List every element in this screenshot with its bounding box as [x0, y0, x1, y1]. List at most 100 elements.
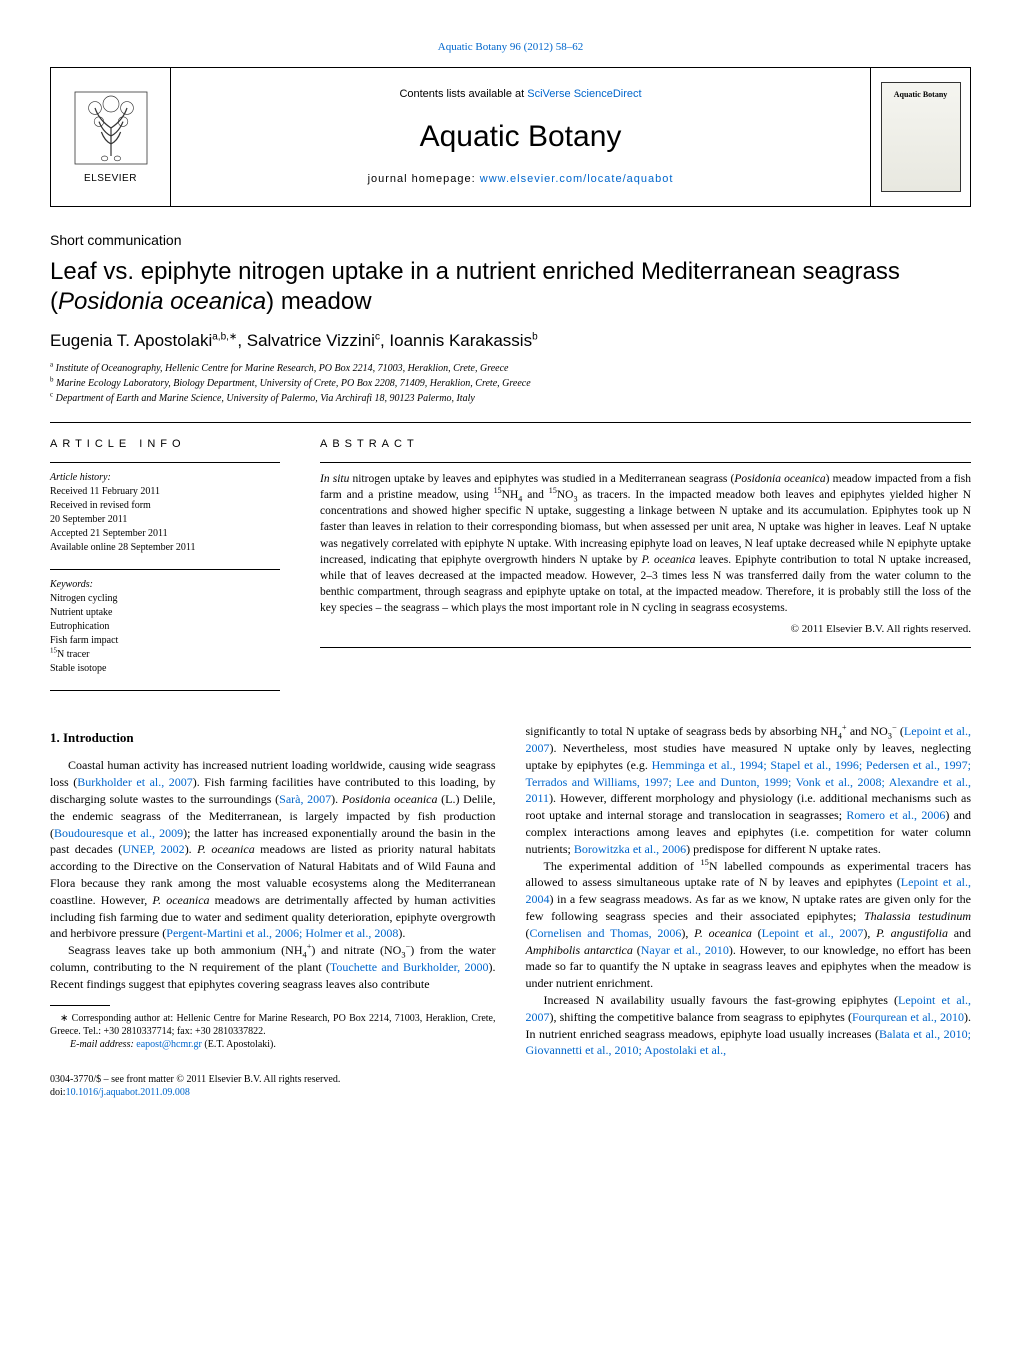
front-matter-line: 0304-3770/$ – see front matter © 2011 El…: [50, 1073, 971, 1086]
p3g: ),: [863, 926, 876, 940]
article-type: Short communication: [50, 231, 971, 251]
journal-name: Aquatic Botany: [171, 116, 870, 158]
bottom-meta: 0304-3770/$ – see front matter © 2011 El…: [50, 1073, 971, 1099]
p2sub1: 4: [303, 951, 307, 960]
journal-cover-container: Aquatic Botany: [870, 68, 970, 206]
doi-line: doi:10.1016/j.aquabot.2011.09.008: [50, 1086, 971, 1099]
p1-sp2: P. oceanica: [197, 842, 255, 856]
abs-t3: NH: [502, 489, 519, 501]
elsevier-tree-icon: [71, 88, 151, 168]
history-revised-2: 20 September 2011: [50, 513, 280, 527]
contents-line: Contents lists available at SciVerse Sci…: [171, 87, 870, 102]
abstract-column: abstract In situ nitrogen uptake by leav…: [320, 437, 971, 699]
ref-lepoint07b[interactable]: Lepoint et al., 2007: [762, 926, 864, 940]
cover-title: Aquatic Botany: [894, 89, 948, 100]
author-3-sup: b: [532, 331, 538, 342]
affiliation-c: c Department of Earth and Marine Science…: [50, 391, 971, 406]
keyword-6: Stable isotope: [50, 662, 280, 676]
author-1: Eugenia T. Apostolaki: [50, 331, 212, 350]
p3sp3: P. angustifolia: [876, 926, 948, 940]
p3e: ),: [681, 926, 694, 940]
affiliation-b: b Marine Ecology Laboratory, Biology Dep…: [50, 376, 971, 391]
aff-c-text: Department of Earth and Marine Science, …: [53, 393, 475, 404]
footnote-separator: [50, 1005, 110, 1006]
p2sub3: 4: [838, 732, 842, 741]
p2e: significantly to total N uptake of seagr…: [526, 724, 838, 738]
author-1-sup: a,b,∗: [212, 331, 237, 342]
history-online: Available online 28 September 2011: [50, 541, 280, 555]
abs-sup2: 15: [549, 486, 557, 495]
ref-nayar[interactable]: Nayar et al., 2010: [641, 943, 729, 957]
info-divider: [50, 462, 280, 463]
p3i: (: [633, 943, 641, 957]
ref-borowitzka[interactable]: Borowitzka et al., 2006: [574, 842, 686, 856]
p3sp2: P. oceanica: [694, 926, 752, 940]
abs-species1: Posidonia oceanica: [734, 473, 825, 485]
info-bottom-divider: [50, 690, 280, 691]
p2f: and NO: [847, 724, 888, 738]
abstract-copyright: © 2011 Elsevier B.V. All rights reserved…: [320, 622, 971, 637]
p2a: Seagrass leaves take up both ammonium (N…: [68, 943, 303, 957]
kw5-sup: 15: [50, 647, 57, 655]
kw5-text: N tracer: [57, 649, 89, 660]
keywords-block: Keywords: Nitrogen cycling Nutrient upta…: [50, 578, 280, 676]
ref-unep[interactable]: UNEP, 2002: [122, 842, 184, 856]
ref-sara[interactable]: Sarà, 2007: [279, 792, 331, 806]
intro-p2-cont: significantly to total N uptake of seagr…: [526, 723, 972, 857]
p3sup1: 15: [700, 858, 708, 867]
doi-link[interactable]: 10.1016/j.aquabot.2011.09.008: [66, 1087, 190, 1098]
p1i: ).: [398, 926, 405, 940]
author-2: , Salvatrice Vizzini: [237, 331, 375, 350]
p3a: The experimental addition of: [544, 859, 701, 873]
title-post: ) meadow: [266, 288, 371, 315]
intro-p2: Seagrass leaves take up both ammonium (N…: [50, 942, 496, 992]
p2g: (: [897, 724, 904, 738]
keyword-5: 15N tracer: [50, 648, 280, 662]
ref-burkholder[interactable]: Burkholder et al., 2007: [77, 775, 193, 789]
abstract-bottom-divider: [320, 647, 971, 648]
ref-boudouresque[interactable]: Boudouresque et al., 2009: [54, 826, 183, 840]
info-abstract-row: article info Article history: Received 1…: [50, 437, 971, 699]
article-title: Leaf vs. epiphyte nitrogen uptake in a n…: [50, 257, 971, 317]
p1c: ).: [331, 792, 342, 806]
divider-top: [50, 422, 971, 423]
abs-species2: P. oceanica: [642, 554, 696, 566]
doi-label: doi:: [50, 1087, 66, 1098]
author-3: , Ioannis Karakassis: [380, 331, 532, 350]
publisher-logo: ELSEVIER: [51, 68, 171, 206]
footnote-text: Corresponding author at: Hellenic Centre…: [50, 1013, 496, 1037]
authors: Eugenia T. Apostolakia,b,∗, Salvatrice V…: [50, 329, 971, 353]
intro-heading: 1. Introduction: [50, 729, 496, 747]
affiliation-a: a Institute of Oceanography, Hellenic Ce…: [50, 361, 971, 376]
intro-p3: The experimental addition of 15N labelle…: [526, 858, 972, 992]
history-received: Received 11 February 2011: [50, 485, 280, 499]
article-history: Article history: Received 11 February 20…: [50, 471, 280, 555]
email-label: E-mail address:: [70, 1039, 136, 1050]
citation-link[interactable]: Aquatic Botany 96 (2012) 58–62: [438, 41, 583, 53]
footnote-block: ∗ Corresponding author at: Hellenic Cent…: [50, 1005, 496, 1051]
email-post: (E.T. Apostolaki).: [202, 1039, 276, 1050]
email-link[interactable]: eapost@hcmr.gr: [136, 1039, 202, 1050]
homepage-line: journal homepage: www.elsevier.com/locat…: [171, 172, 870, 187]
ref-fourqurean[interactable]: Fourqurean et al., 2010: [852, 1010, 964, 1024]
abstract-text: In situ nitrogen uptake by leaves and ep…: [320, 471, 971, 616]
body-columns: 1. Introduction Coastal human activity h…: [50, 723, 971, 1059]
ref-cornelisen[interactable]: Cornelisen and Thomas, 2006: [530, 926, 682, 940]
title-species: Posidonia oceanica: [58, 288, 266, 315]
ref-pergent[interactable]: Pergent-Martini et al., 2006; Holmer et …: [166, 926, 398, 940]
affiliations: a Institute of Oceanography, Hellenic Ce…: [50, 361, 971, 406]
keyword-2: Nutrient uptake: [50, 606, 280, 620]
abstract-heading: abstract: [320, 437, 971, 452]
history-revised-1: Received in revised form: [50, 499, 280, 513]
ref-touchette[interactable]: Touchette and Burkholder, 2000: [330, 960, 489, 974]
p1-sp1: Posidonia oceanica: [342, 792, 438, 806]
homepage-link[interactable]: www.elsevier.com/locate/aquabot: [480, 173, 674, 185]
intro-p4: Increased N availability usually favours…: [526, 992, 972, 1059]
journal-cover-image: Aquatic Botany: [881, 82, 961, 192]
keyword-4: Fish farm impact: [50, 634, 280, 648]
ref-romero[interactable]: Romero et al., 2006: [846, 808, 945, 822]
journal-citation: Aquatic Botany 96 (2012) 58–62: [50, 40, 971, 55]
p4b: ), shifting the competitive balance from…: [550, 1010, 852, 1024]
contents-text: Contents lists available at: [399, 88, 527, 100]
sciencedirect-link[interactable]: SciVerse ScienceDirect: [527, 88, 641, 100]
